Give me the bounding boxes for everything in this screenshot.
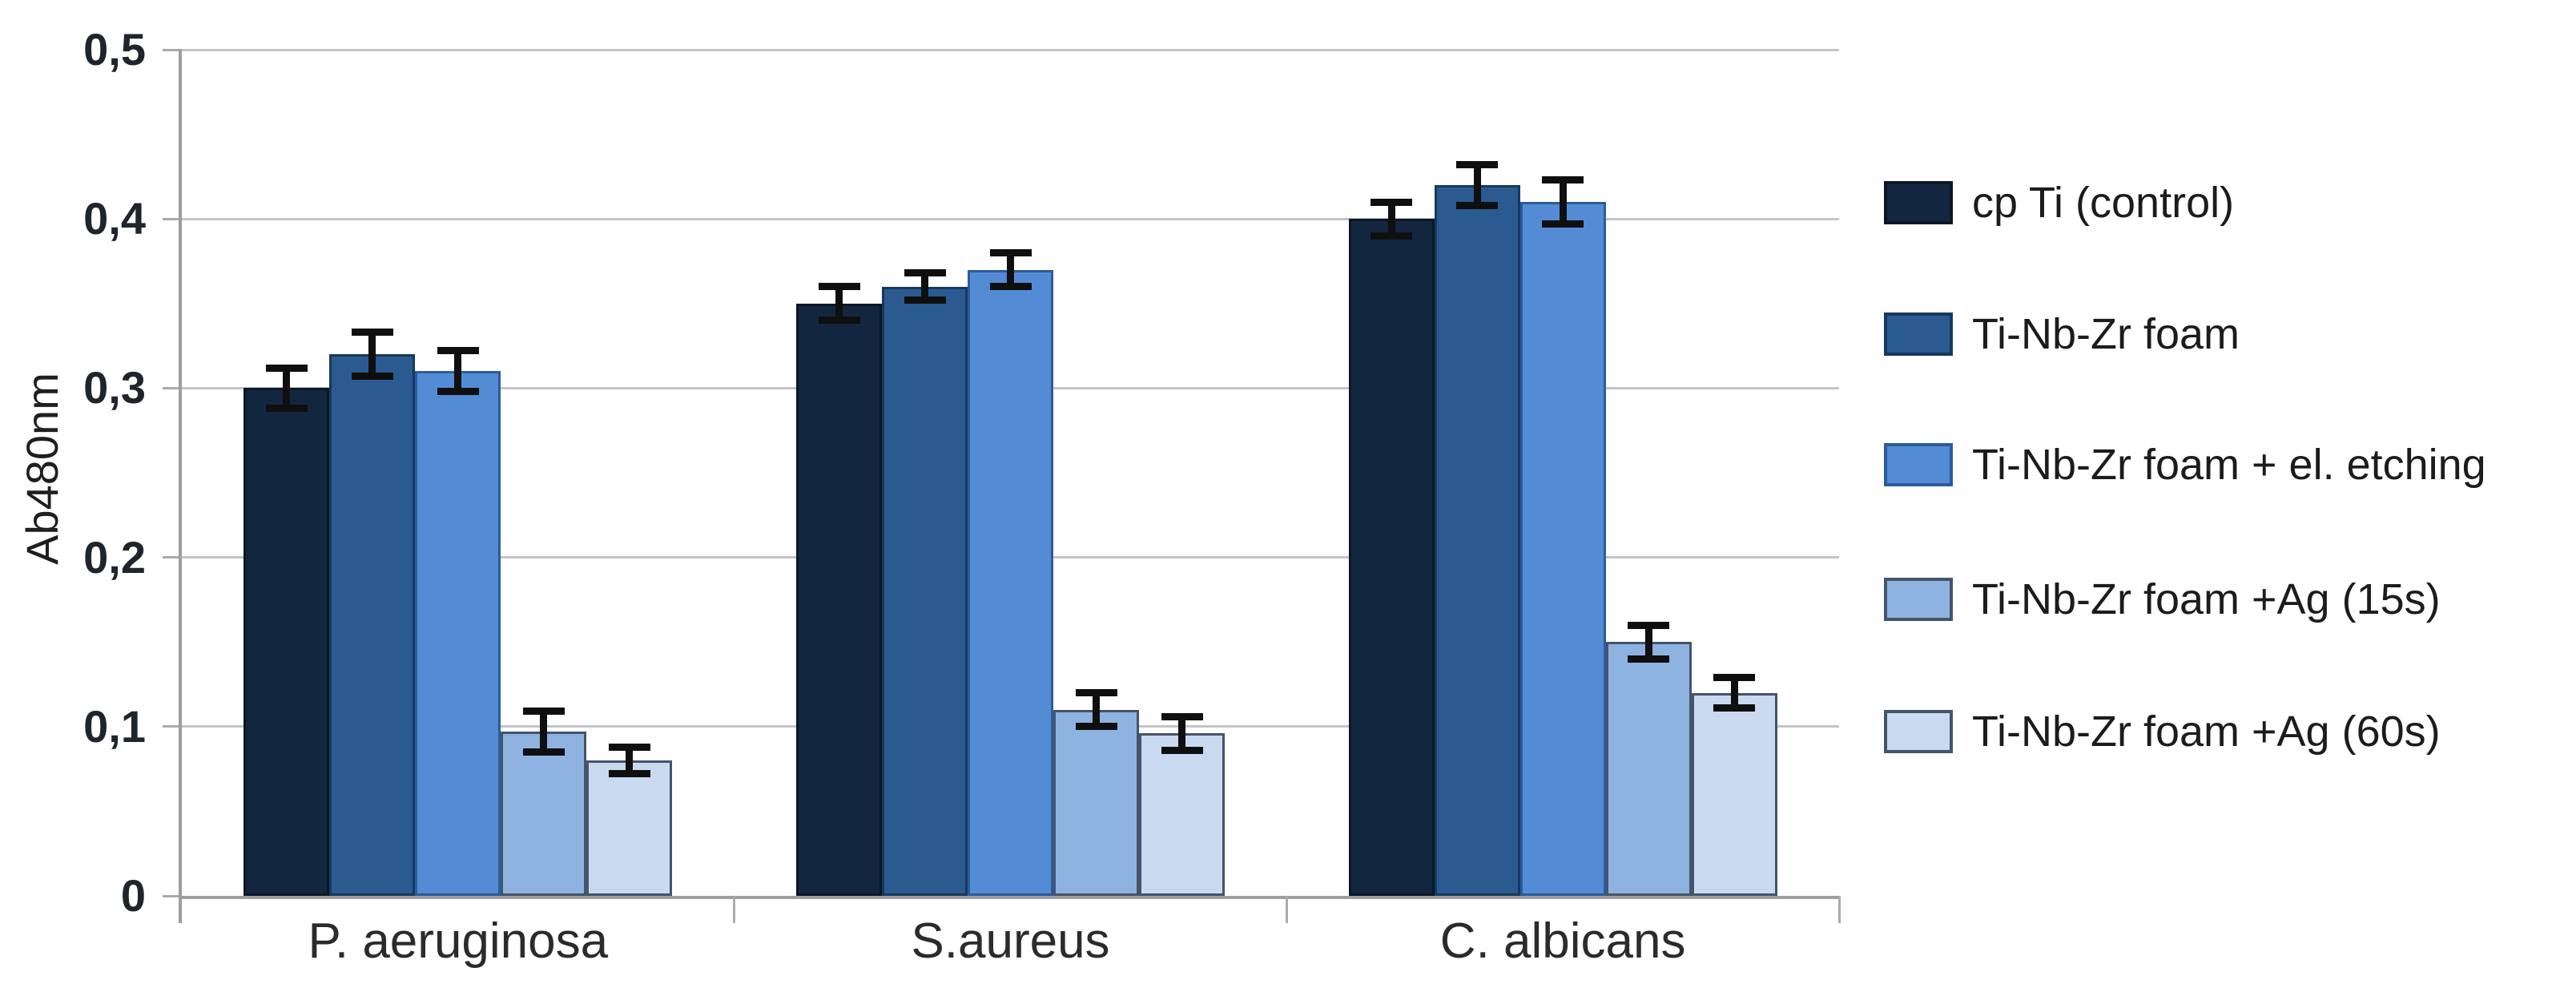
error-bar-cap-bottom [522,748,565,756]
error-bar-cap-bottom [265,405,308,413]
bar-s1-c1 [244,388,330,896]
legend-item-2: Ti-Nb-Zr foam [1884,307,2573,361]
legend-label-4: Ti-Nb-Zr foam +Ag (15s) [1972,575,2441,623]
error-bar-cap-top [351,329,393,337]
error-bar-stem [540,711,548,752]
error-bar-cap-bottom [608,770,650,778]
bar-s2-c2 [882,286,968,896]
legend-swatch-4 [1884,578,1953,621]
x-tick-mark [1837,896,1841,923]
legend-label-2: Ti-Nb-Zr foam [1972,310,2240,358]
bar-s3-c3 [1519,202,1606,896]
y-tick-mark [163,556,182,559]
y-axis-line [179,50,182,923]
error-bar-cap-bottom [818,317,860,325]
y-tick-mark [163,894,182,897]
error-bar-cap-top [989,248,1032,256]
error-bar-cap-top [1628,621,1670,629]
error-bar-cap-top [522,708,565,716]
error-bar-cap-top [818,283,860,291]
y-tick-label: 0,3 [83,362,146,413]
error-bar-cap-bottom [1542,220,1584,228]
bar-s1-c3 [1348,219,1435,896]
legend-swatch-5 [1884,710,1953,753]
legend-swatch-1 [1884,181,1953,224]
gridline [182,217,1839,220]
error-bar-cap-bottom [989,283,1032,291]
bar-s3-c2 [968,269,1053,896]
legend-item-3: Ti-Nb-Zr foam + el. etching [1884,438,2573,492]
error-bar-stem [835,286,843,321]
legend-item-4: Ti-Nb-Zr foam +Ag (15s) [1884,572,2573,627]
y-tick-label: 0,1 [83,700,146,752]
gridline [182,48,1839,51]
error-bar-stem [1387,202,1395,236]
y-tick-mark [163,217,182,220]
x-axis-line [179,896,1841,899]
error-bar-stem [1473,164,1481,206]
error-bar-stem [1730,677,1738,708]
legend-item-5: Ti-Nb-Zr foam +Ag (60s) [1884,704,2573,759]
error-bar-stem [1093,692,1100,727]
y-tick-label: 0,5 [83,24,146,75]
bar-s1-c2 [796,303,882,896]
legend-label-3: Ti-Nb-Zr foam + el. etching [1972,441,2486,489]
error-bar-cap-bottom [437,388,479,396]
bar-s5-c2 [1139,733,1225,896]
y-tick-label: 0 [120,870,146,921]
error-bar-stem [454,350,462,392]
error-bar-cap-bottom [1075,723,1117,731]
x-tick-mark [1285,896,1288,923]
error-bar-cap-bottom [1628,655,1670,663]
error-bar-stem [1559,179,1567,224]
error-bar-stem [921,272,928,300]
error-bar-cap-top [1075,689,1117,697]
legend-label-1: cp Ti (control) [1972,179,2235,227]
legend-swatch-3 [1884,443,1953,486]
error-bar-cap-bottom [1161,746,1203,754]
legend-label-5: Ti-Nb-Zr foam +Ag (60s) [1972,708,2441,756]
legend-item-1: cp Ti (control) [1884,175,2573,230]
error-bar-stem [1007,252,1014,287]
y-tick-label: 0,4 [83,193,146,244]
error-bar-stem [626,747,634,774]
y-tick-mark [163,386,182,389]
error-bar-cap-bottom [904,296,946,304]
error-bar-cap-bottom [1456,201,1499,209]
x-category-label-3: C. albicans [1439,913,1686,969]
error-bar-cap-top [1713,674,1756,682]
bar-s3-c1 [415,371,501,896]
x-category-label-2: S.aureus [911,913,1110,969]
error-bar-cap-top [1456,161,1499,169]
x-category-label-1: P. aeruginosa [308,913,609,969]
legend-swatch-2 [1884,312,1953,356]
error-bar-cap-top [904,269,946,277]
error-bar-stem [1644,625,1652,659]
error-bar-cap-top [1542,176,1584,184]
error-bar-cap-top [1161,712,1203,720]
error-bar-stem [1178,716,1185,751]
bar-s2-c3 [1434,184,1520,896]
error-bar-cap-top [437,347,479,355]
error-bar-stem [368,332,376,377]
error-bar-cap-bottom [1371,232,1413,240]
error-bar-cap-top [1371,198,1413,206]
error-bar-cap-top [608,743,650,751]
error-bar-cap-bottom [1713,704,1756,712]
bar-s5-c3 [1691,692,1777,896]
y-tick-label: 0,2 [83,531,146,583]
bar-s4-c1 [501,732,587,896]
y-tick-mark [163,725,182,728]
error-bar-cap-top [265,364,308,372]
error-bar-cap-bottom [351,373,393,381]
x-tick-mark [733,896,736,923]
y-tick-mark [163,48,182,51]
error-bar-stem [283,368,291,409]
